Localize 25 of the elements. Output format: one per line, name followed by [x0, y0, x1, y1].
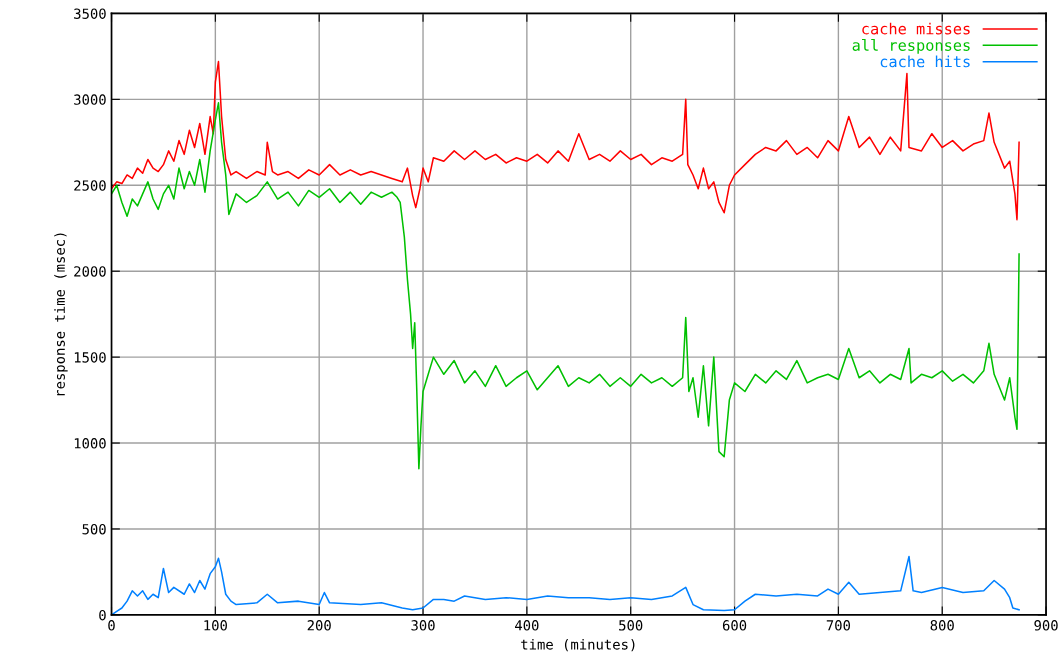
x-tick-label: 800: [930, 620, 954, 631]
y-tick-label: 0: [99, 609, 106, 621]
x-axis-title: time (minutes): [521, 638, 635, 652]
y-tick-label: 3500: [74, 8, 106, 19]
legend-label: all responses: [852, 39, 970, 54]
y-tick-label: 2000: [74, 266, 106, 277]
x-tick-label: 0: [108, 620, 115, 631]
x-tick-label: 300: [411, 620, 435, 631]
legend-label: cache hits: [880, 55, 970, 68]
y-axis-title: response time (msec): [54, 233, 68, 396]
x-tick-label: 400: [515, 620, 539, 631]
x-tick-label: 700: [826, 620, 851, 631]
y-tick-label: 500: [82, 523, 106, 535]
line-series: [111, 555, 1020, 615]
x-tick-label: 600: [722, 620, 747, 631]
legend-label: cache misses: [862, 22, 970, 35]
y-tick-label: 1000: [74, 438, 106, 449]
y-tick-label: 2500: [74, 180, 106, 191]
x-tick-label: 900: [1034, 620, 1058, 631]
x-tick-label: 100: [204, 620, 227, 631]
x-tick-label: 500: [619, 620, 643, 631]
y-tick-label: 1500: [74, 352, 106, 363]
x-tick-label: 200: [307, 620, 331, 631]
y-tick-label: 3000: [74, 94, 106, 105]
line-series: [111, 102, 1020, 470]
